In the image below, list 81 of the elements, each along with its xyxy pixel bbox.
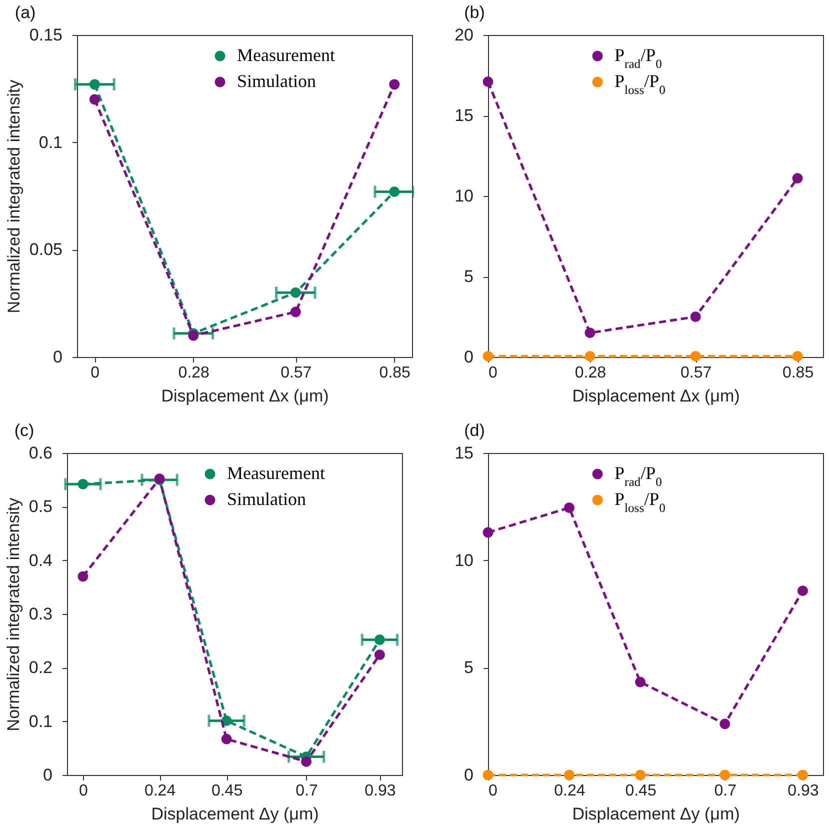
- point: [584, 328, 596, 338]
- legend-label: P$_{loss}$/P$_{0}$: [614, 71, 666, 97]
- x-tick-label: 0.24: [144, 782, 176, 800]
- x-tick-label: 0.45: [625, 782, 656, 800]
- x-tick-label: 0.85: [782, 364, 814, 382]
- y-tick-label: 0.4: [28, 550, 52, 570]
- point: [374, 650, 385, 660]
- y-tick-label: 0.3: [28, 604, 52, 624]
- y-tick-label: 0.2: [28, 658, 52, 678]
- x-tick-label: 0: [488, 364, 498, 382]
- x-axis-title: Displacement Δx (μm): [161, 386, 329, 406]
- legend-label: P$_{rad}$/P$_{0}$: [614, 45, 662, 71]
- legend-label: Measurement: [237, 45, 335, 65]
- point: [797, 586, 808, 596]
- point: [482, 76, 494, 87]
- legend-label: P$_{rad}$/P$_{0}$: [614, 463, 662, 489]
- point: [720, 718, 730, 730]
- y-tick-label: 5: [464, 658, 474, 678]
- point: [720, 770, 730, 780]
- y-tick-label: 10: [454, 186, 474, 206]
- y-tick-label: 0.1: [38, 132, 62, 152]
- point: [584, 350, 596, 362]
- y-tick-label: 15: [454, 106, 474, 125]
- x-tick-label: 0: [90, 364, 100, 382]
- y-axis-title: Normalized integrated intensity: [4, 497, 23, 732]
- x-tick-label: 0: [488, 782, 498, 800]
- x-tick-label: 0.57: [280, 364, 312, 382]
- y-tick-label: 10: [454, 550, 474, 570]
- x-tick-label: 0.7: [296, 782, 318, 800]
- x-tick-label: 0.85: [379, 364, 411, 382]
- chart-title: (a): [14, 3, 36, 22]
- y-tick-label: 0.5: [28, 497, 52, 516]
- y-tick-label: 0.15: [29, 26, 62, 44]
- x-tick-label: 0.28: [178, 364, 210, 382]
- point: [797, 770, 808, 780]
- point: [221, 734, 232, 744]
- legend-label: Simulation: [237, 71, 316, 91]
- point: [78, 571, 88, 582]
- x-axis-title: Displacement Δy (μm): [151, 804, 319, 824]
- x-tick-label: 0.93: [788, 782, 819, 800]
- x-tick-label: 0.57: [680, 364, 712, 382]
- legend-label: Measurement: [227, 463, 325, 483]
- point: [792, 350, 803, 362]
- x-tick-label: 0.7: [714, 782, 737, 800]
- y-tick-label: 0: [43, 766, 52, 784]
- point: [690, 312, 701, 322]
- y-tick-label: 0: [53, 348, 62, 366]
- chart-title: (c): [14, 421, 34, 440]
- x-tick-label: 0.93: [364, 782, 396, 800]
- y-tick-label: 20: [454, 26, 474, 44]
- point: [564, 770, 574, 780]
- point: [564, 502, 574, 513]
- y-tick-label: 0.05: [29, 240, 62, 260]
- x-tick-label: 0.28: [574, 364, 606, 382]
- point: [482, 770, 494, 780]
- x-axis-title: Displacement Δx (μm): [572, 386, 740, 406]
- y-tick-label: 5: [464, 267, 474, 286]
- point: [482, 350, 494, 362]
- point: [389, 79, 400, 90]
- y-tick-label: 0: [464, 766, 474, 784]
- y-tick-label: 15: [454, 444, 474, 462]
- y-tick-label: 0: [464, 348, 474, 366]
- point: [89, 94, 100, 105]
- point: [301, 756, 312, 767]
- chart-title: (b): [464, 3, 485, 22]
- y-axis-title: Normalized integrated intensity: [4, 79, 24, 314]
- y-tick-label: 0.6: [28, 444, 52, 462]
- point: [635, 770, 646, 780]
- point: [690, 350, 701, 362]
- point: [792, 173, 803, 184]
- point: [290, 306, 301, 318]
- x-tick-label: 0.45: [211, 782, 243, 800]
- x-tick-label: 0.24: [554, 782, 586, 800]
- point: [635, 676, 646, 688]
- point: [482, 527, 494, 538]
- legend-label: Simulation: [227, 489, 306, 509]
- y-tick-label: 0.1: [28, 712, 52, 731]
- x-tick-label: 0: [79, 782, 88, 800]
- legend-label: P$_{loss}$/P$_{0}$: [614, 489, 666, 515]
- chart-title: (d): [464, 421, 485, 440]
- x-axis-title: Displacement Δy (μm): [572, 804, 740, 824]
